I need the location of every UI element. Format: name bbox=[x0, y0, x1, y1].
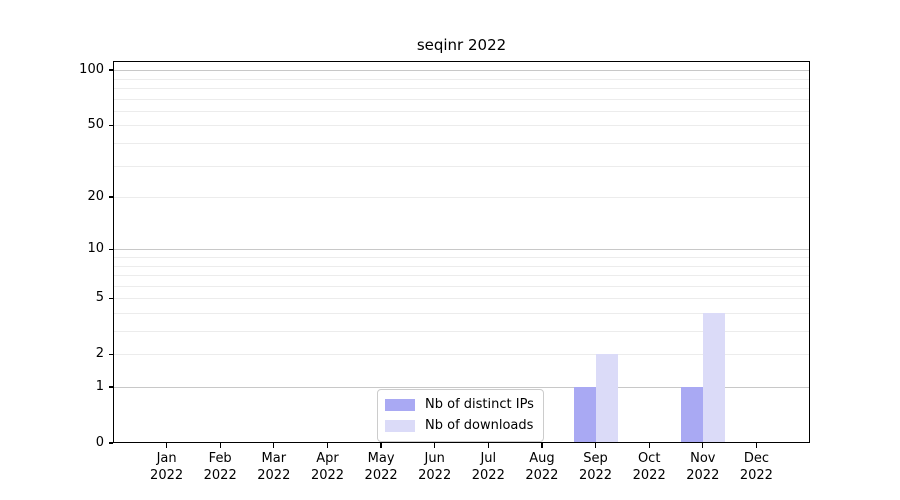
x-tick-label-aug: Aug 2022 bbox=[510, 450, 574, 484]
x-tick-month: Sep bbox=[583, 451, 608, 466]
gridline-minor-70 bbox=[113, 98, 810, 100]
bar-downloads-sep bbox=[595, 354, 618, 443]
y-tick-mark-10 bbox=[109, 248, 113, 250]
legend-item-downloads: Nb of downloads bbox=[385, 417, 534, 435]
y-tick-mark-2 bbox=[109, 353, 113, 355]
x-tick-month: Jan bbox=[156, 451, 177, 466]
plot-area: Nb of distinct IPs Nb of downloads bbox=[113, 61, 810, 443]
legend-label-distinct-ips: Nb of distinct IPs bbox=[425, 397, 534, 412]
gridline-minor-2 bbox=[113, 354, 810, 356]
x-tick-month: Dec bbox=[743, 451, 769, 466]
gridline-minor-9 bbox=[113, 256, 810, 258]
gridline-minor-3 bbox=[113, 331, 810, 332]
x-tick-year: 2022 bbox=[632, 468, 666, 483]
x-tick-label-sep: Sep 2022 bbox=[564, 450, 628, 484]
x-tick-year: 2022 bbox=[525, 468, 559, 483]
x-tick-year: 2022 bbox=[203, 468, 237, 483]
x-tick-month: May bbox=[367, 451, 395, 466]
x-tick-mark-sep bbox=[594, 443, 597, 448]
x-tick-label-jan: Jan 2022 bbox=[135, 450, 199, 484]
legend-swatch-distinct-ips bbox=[385, 399, 415, 411]
x-tick-year: 2022 bbox=[418, 468, 452, 483]
x-tick-label-jun: Jun 2022 bbox=[403, 450, 467, 484]
gridline-minor-4 bbox=[113, 312, 810, 314]
gridline-minor-90 bbox=[113, 78, 810, 80]
x-tick-mark-mar bbox=[273, 443, 275, 448]
legend: Nb of distinct IPs Nb of downloads bbox=[377, 389, 544, 442]
x-tick-mark-aug bbox=[541, 443, 543, 448]
x-tick-mark-feb bbox=[219, 443, 221, 448]
y-tick-mark-0 bbox=[109, 442, 113, 444]
bar-distinct-ips-sep bbox=[573, 387, 596, 443]
x-tick-mark-jun bbox=[434, 443, 436, 448]
gridline-minor-40 bbox=[113, 142, 810, 144]
y-tick-label-1: 1 bbox=[95, 379, 104, 394]
x-tick-mark-jul bbox=[487, 443, 489, 448]
x-tick-label-jul: Jul 2022 bbox=[456, 450, 520, 484]
y-tick-label-50: 50 bbox=[87, 117, 104, 133]
y-tick-label-10: 10 bbox=[87, 241, 104, 257]
x-tick-mark-may bbox=[380, 443, 382, 448]
x-tick-year: 2022 bbox=[150, 468, 184, 483]
y-tick-label-0: 0 bbox=[95, 435, 104, 450]
x-tick-year: 2022 bbox=[578, 468, 613, 483]
gridline-minor-50 bbox=[113, 125, 810, 127]
gridline-major-10 bbox=[113, 249, 810, 251]
x-tick-month: Oct bbox=[637, 451, 661, 466]
x-tick-month: Apr bbox=[316, 451, 339, 466]
gridline-minor-60 bbox=[113, 110, 810, 112]
x-tick-mark-dec bbox=[755, 443, 757, 448]
x-tick-month: Mar bbox=[261, 451, 287, 466]
x-tick-year: 2022 bbox=[739, 468, 773, 483]
bar-distinct-ips-nov bbox=[680, 387, 703, 443]
x-tick-mark-nov bbox=[702, 443, 704, 448]
gridline-major-100 bbox=[113, 70, 810, 72]
y-tick-mark-50 bbox=[109, 124, 113, 126]
legend-swatch-downloads bbox=[385, 420, 415, 432]
x-tick-mark-apr bbox=[326, 443, 329, 448]
chart-title: seqinr 2022 bbox=[416, 36, 507, 54]
x-tick-month: Feb bbox=[208, 451, 232, 466]
x-tick-month: Jun bbox=[424, 451, 445, 466]
gridline-minor-7 bbox=[113, 275, 810, 276]
bar-downloads-nov bbox=[702, 312, 725, 443]
x-tick-year: 2022 bbox=[364, 468, 398, 483]
gridline-minor-6 bbox=[113, 285, 810, 287]
y-tick-mark-20 bbox=[109, 196, 113, 198]
x-tick-mark-jan bbox=[166, 443, 168, 448]
y-tick-mark-1 bbox=[109, 386, 113, 388]
gridline-minor-20 bbox=[113, 197, 810, 198]
legend-label-downloads: Nb of downloads bbox=[425, 418, 534, 433]
x-tick-year: 2022 bbox=[686, 468, 720, 483]
y-tick-mark-5 bbox=[109, 297, 113, 299]
x-tick-month: Nov bbox=[690, 451, 716, 466]
x-tick-label-dec: Dec 2022 bbox=[724, 450, 788, 484]
y-tick-label-20: 20 bbox=[87, 189, 104, 204]
gridline-minor-8 bbox=[113, 265, 810, 267]
x-tick-label-mar: Mar 2022 bbox=[242, 450, 306, 484]
x-tick-label-nov: Nov 2022 bbox=[671, 450, 735, 484]
x-tick-year: 2022 bbox=[471, 468, 505, 483]
x-tick-label-oct: Oct 2022 bbox=[617, 450, 681, 484]
y-tick-mark-100 bbox=[109, 69, 113, 71]
y-tick-label-5: 5 bbox=[95, 290, 104, 306]
gridline-minor-5 bbox=[113, 298, 810, 300]
y-tick-label-2: 2 bbox=[95, 346, 104, 362]
gridline-minor-80 bbox=[113, 87, 810, 89]
x-tick-label-apr: Apr 2022 bbox=[296, 450, 360, 484]
x-tick-label-may: May 2022 bbox=[349, 450, 413, 484]
x-tick-month: Jul bbox=[480, 451, 497, 466]
x-tick-label-feb: Feb 2022 bbox=[188, 450, 252, 484]
x-tick-year: 2022 bbox=[257, 468, 291, 483]
x-tick-mark-oct bbox=[648, 443, 650, 448]
x-tick-year: 2022 bbox=[310, 468, 345, 483]
gridline-major-1 bbox=[113, 387, 810, 388]
x-tick-month: Aug bbox=[529, 451, 555, 466]
gridline-minor-30 bbox=[113, 165, 810, 167]
legend-item-distinct-ips: Nb of distinct IPs bbox=[385, 396, 534, 414]
y-tick-label-100: 100 bbox=[79, 62, 104, 78]
